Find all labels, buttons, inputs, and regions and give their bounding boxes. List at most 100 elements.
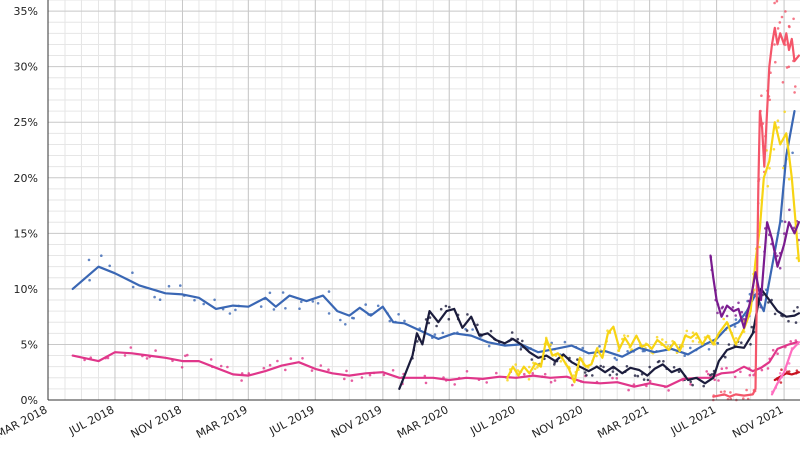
poll-point: [615, 377, 619, 380]
poll-point: [774, 60, 777, 64]
poll-point: [219, 364, 223, 368]
poll-point: [722, 317, 725, 321]
poll-point: [179, 284, 182, 287]
poll-point: [300, 300, 303, 304]
poll-point: [301, 357, 304, 360]
poll-point: [352, 316, 356, 320]
poll-point: [792, 17, 795, 21]
poll-point: [228, 312, 232, 315]
poll-point: [510, 331, 514, 334]
poll-point: [465, 370, 469, 373]
poll-point: [311, 300, 315, 303]
poll-point: [766, 367, 770, 370]
poll-point: [773, 43, 776, 46]
poll-point: [716, 341, 720, 345]
y-tick-label: 35%: [14, 5, 38, 18]
poll-point: [599, 364, 602, 368]
poll-point: [583, 371, 587, 374]
poll-point: [423, 374, 427, 378]
poll-point: [439, 307, 443, 311]
poll-point: [339, 318, 342, 322]
poll-point: [289, 357, 293, 360]
poll-point: [729, 391, 732, 394]
poll-point: [749, 343, 752, 346]
poll-point: [780, 15, 784, 19]
poll-point: [796, 306, 799, 309]
trend-lines: [71, 26, 800, 398]
poll-point: [689, 346, 692, 350]
x-tick-label: NOV 2020: [530, 403, 585, 441]
y-tick-label: 25%: [14, 116, 38, 129]
poll-point: [773, 312, 777, 316]
y-tick-label: 5%: [21, 338, 38, 351]
poll-point: [794, 85, 797, 88]
poll-point: [416, 340, 419, 343]
poll-point: [723, 390, 726, 393]
poll-point: [167, 284, 171, 288]
y-tick-label: 10%: [14, 283, 38, 296]
poll-point: [776, 119, 780, 122]
poll-point: [448, 305, 451, 309]
poll-point: [100, 254, 103, 257]
poll-point: [87, 258, 91, 262]
poll-point: [611, 370, 615, 373]
poll-point: [787, 177, 791, 181]
poll-point: [543, 357, 546, 361]
series-line-4: [712, 26, 800, 398]
poll-point: [748, 373, 752, 377]
poll-point: [268, 291, 272, 295]
poll-point: [613, 356, 617, 360]
poll-point: [789, 340, 792, 343]
poll-point: [572, 374, 576, 377]
poll-point: [742, 317, 746, 321]
poll-point: [153, 295, 156, 299]
poll-point: [316, 302, 320, 305]
poll-point: [403, 319, 406, 323]
poll-point: [360, 376, 364, 379]
poll-point: [787, 370, 791, 373]
poll-point: [506, 378, 509, 382]
poll-point: [739, 370, 742, 374]
poll-point: [319, 364, 323, 367]
poll-point: [240, 379, 243, 382]
poll-point: [281, 291, 285, 294]
poll-point: [471, 328, 474, 331]
x-tick-label: JUL 2021: [668, 403, 718, 438]
poll-point: [648, 379, 652, 383]
poll-point: [655, 335, 659, 339]
poll-point: [691, 339, 695, 343]
poll-point: [536, 366, 539, 369]
poll-point: [775, 0, 779, 3]
poll-point: [576, 358, 579, 361]
poll-point: [780, 368, 783, 372]
poll-point: [608, 373, 612, 377]
poll-point: [721, 305, 725, 309]
poll-point: [209, 358, 213, 361]
poll-point: [648, 365, 651, 369]
poll-point: [760, 368, 764, 372]
poll-point: [131, 285, 135, 289]
poll-point: [615, 373, 619, 376]
poll-point: [666, 345, 670, 348]
poll-point: [485, 381, 489, 384]
poll-point: [180, 366, 184, 369]
poll-point: [707, 348, 711, 351]
poll-point: [724, 355, 727, 359]
poll-point: [781, 81, 785, 84]
poll-point: [633, 374, 637, 377]
poll-point: [702, 384, 705, 388]
poll-point: [776, 352, 779, 356]
poll-point: [581, 346, 584, 350]
poll-point: [441, 331, 445, 335]
poll-point: [731, 306, 735, 309]
poll-point: [705, 370, 708, 373]
poll-point: [794, 339, 798, 342]
poll-point: [186, 353, 189, 357]
poll-point: [695, 336, 698, 340]
poll-point: [662, 360, 665, 363]
poll-point: [247, 372, 251, 375]
poll-point: [444, 304, 448, 308]
poll-point: [717, 379, 720, 382]
poll-point: [559, 360, 563, 363]
poll-point: [646, 378, 650, 382]
